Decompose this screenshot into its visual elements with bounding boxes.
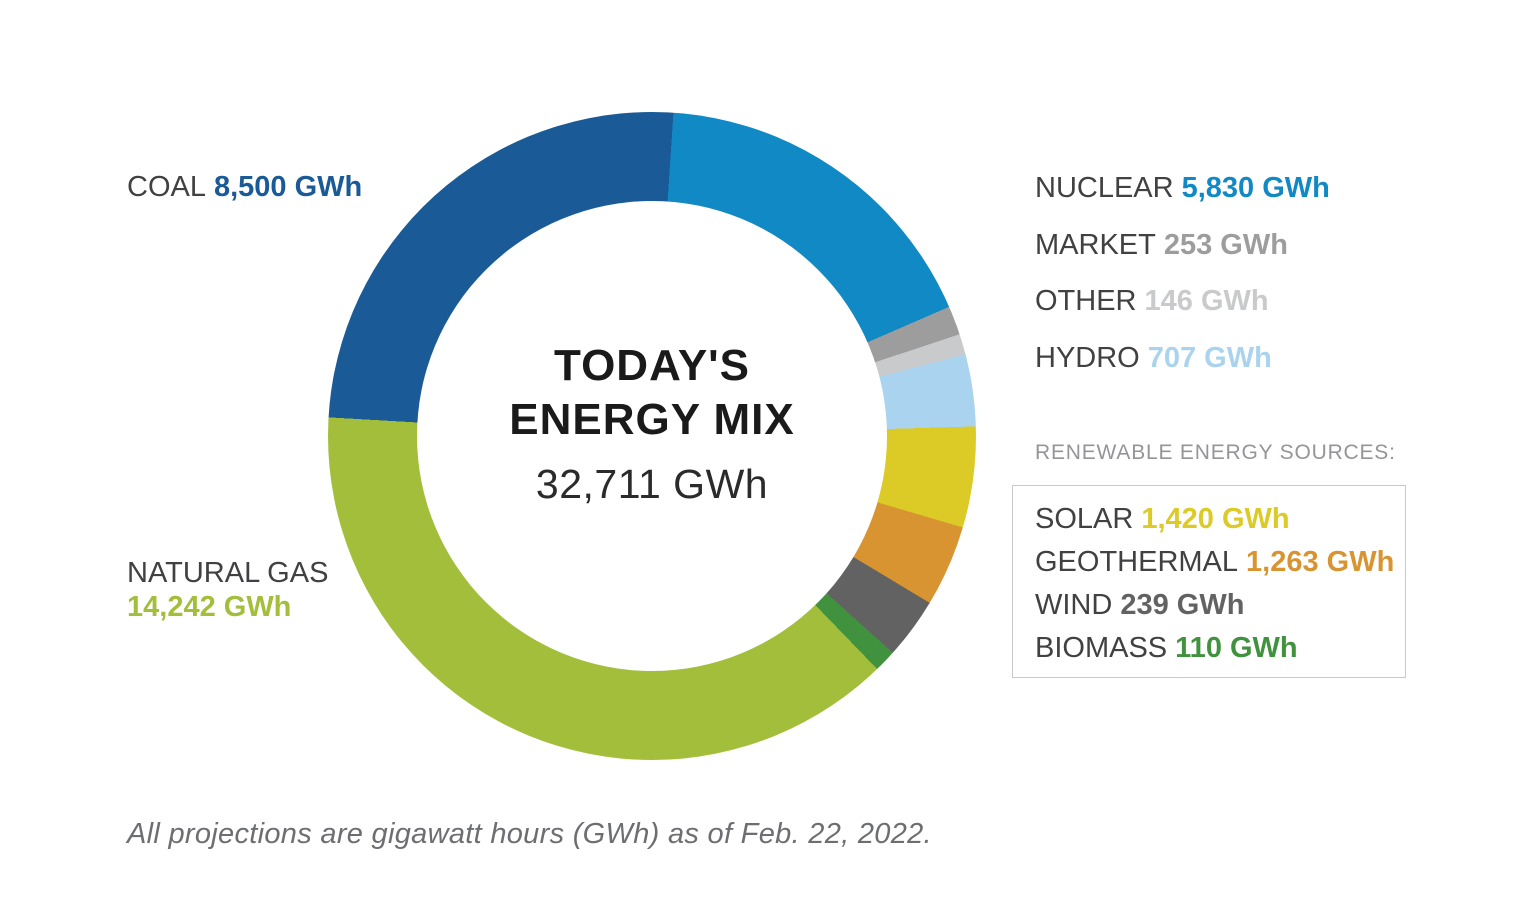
legend-label-hydro: HYDRO [1035, 342, 1140, 374]
renewables-value-biomass: 110 GWh [1175, 632, 1298, 664]
callout-coal-value: 8,500 GWh [213, 171, 363, 203]
donut-hole [417, 201, 887, 671]
legend-label-nuclear: NUCLEAR [1035, 172, 1174, 204]
legend-item-other: OTHER 146 GWh [1035, 286, 1269, 316]
renewables-value-wind: 239 GWh [1120, 589, 1245, 621]
legend-value-nuclear: 5,830 GWh [1181, 172, 1330, 204]
donut-chart: TODAY'S ENERGY MIX 32,711 GWh [328, 112, 976, 760]
renewables-item-biomass: BIOMASS 110 GWh [1035, 634, 1405, 663]
renewables-label-geothermal: GEOTHERMAL [1035, 546, 1239, 578]
renewables-item-solar: SOLAR 1,420 GWh [1035, 505, 1405, 534]
renewables-item-wind: WIND 239 GWh [1035, 591, 1405, 620]
renewables-value-geothermal: 1,263 GWh [1246, 546, 1395, 578]
renewables-item-geothermal: GEOTHERMAL 1,263 GWh [1035, 548, 1405, 577]
legend-value-other: 146 GWh [1144, 285, 1269, 317]
renewables-label-biomass: BIOMASS [1035, 632, 1168, 664]
callout-natural-gas: NATURAL GAS 14,242 GWh [127, 556, 328, 624]
callout-coal: COAL 8,500 GWh [127, 170, 362, 204]
renewables-label-solar: SOLAR [1035, 503, 1134, 535]
chart-title-line2: ENERGY MIX [509, 394, 795, 444]
renewables-label-wind: WIND [1035, 589, 1113, 621]
legend-item-market: MARKET 253 GWh [1035, 230, 1288, 260]
legend-item-nuclear: NUCLEAR 5,830 GWh [1035, 173, 1330, 203]
legend-label-other: OTHER [1035, 285, 1137, 317]
chart-title-line1: TODAY'S [554, 340, 750, 390]
callout-natural-gas-value: 14,242 GWh [127, 591, 292, 623]
legend-value-hydro: 707 GWh [1147, 342, 1272, 374]
legend-value-market: 253 GWh [1163, 229, 1288, 261]
renewables-box: SOLAR 1,420 GWh GEOTHERMAL 1,263 GWh WIND 2… [1012, 485, 1406, 678]
chart-total-value: 32,711 GWh [535, 460, 769, 507]
renewables-header: RENEWABLE ENERGY SOURCES: [1035, 441, 1396, 464]
legend-label-market: MARKET [1035, 229, 1156, 261]
renewables-value-solar: 1,420 GWh [1141, 503, 1290, 535]
callout-coal-label: COAL [127, 171, 206, 203]
callout-natural-gas-label: NATURAL GAS [127, 557, 329, 589]
footnote: All projections are gigawatt hours (GWh)… [127, 818, 932, 850]
legend-item-hydro: HYDRO 707 GWh [1035, 343, 1272, 373]
chart-center-text: TODAY'S ENERGY MIX 32,711 GWh [328, 112, 976, 760]
